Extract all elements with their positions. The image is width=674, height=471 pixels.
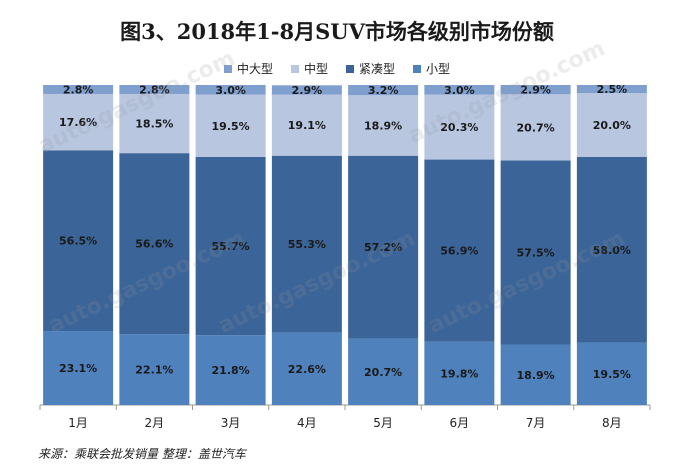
bar-segment (195, 85, 266, 95)
data-label: 18.5% (135, 118, 173, 131)
data-label: 2.8% (139, 83, 170, 96)
data-label: 23.1% (59, 362, 97, 375)
data-label: 17.6% (59, 116, 97, 129)
legend-label: 小型 (426, 62, 451, 76)
data-label: 56.6% (135, 238, 173, 251)
data-label: 56.9% (440, 245, 478, 258)
bar-segment (43, 150, 114, 332)
data-label: 3.0% (444, 84, 475, 97)
bar-segment (195, 157, 266, 336)
legend-swatch (413, 64, 422, 73)
data-label: 21.8% (212, 364, 250, 377)
data-label: 57.5% (517, 247, 555, 260)
bar-segment (424, 159, 495, 342)
legend-item: 小型 (413, 60, 450, 77)
x-tick-label: 4月 (297, 416, 317, 430)
data-label: 19.1% (288, 119, 326, 132)
chart-title: 图3、2018年1-8月SUV市场各级别市场份额 (120, 19, 554, 44)
data-label: 55.3% (288, 238, 326, 251)
legend-label: 中大型 (236, 62, 273, 76)
data-label: 2.5% (597, 83, 628, 96)
bar-segment (271, 85, 342, 95)
bar-segment (195, 94, 266, 157)
bar-segment (348, 95, 419, 156)
data-label: 18.9% (364, 119, 402, 132)
bar-segment (271, 155, 342, 333)
source-note: 来源：乘联会批发销量 整理：盖世汽车 (38, 447, 246, 461)
bar-segment (195, 335, 266, 405)
data-label: 22.1% (135, 364, 173, 377)
bar-segment (576, 157, 647, 343)
data-label: 18.9% (517, 369, 555, 382)
legend: 中大型 中型 紧凑型 小型 (0, 60, 674, 77)
bar-segment (271, 94, 342, 156)
bar-segment (500, 344, 571, 405)
x-tick-label: 8月 (602, 416, 622, 430)
data-label: 3.2% (368, 84, 399, 97)
bar-segment (500, 160, 571, 345)
legend-item: 紧凑型 (346, 60, 395, 77)
data-label: 2.9% (292, 84, 323, 97)
legend-label: 中型 (303, 62, 328, 76)
bar-segment (348, 338, 419, 405)
x-tick-label: 1月 (68, 416, 88, 430)
bar-segment (43, 331, 114, 405)
bar-segment (271, 332, 342, 405)
data-label: 58.0% (593, 244, 631, 257)
bar-segment (500, 94, 571, 161)
bar-segment (119, 334, 190, 405)
bar-segment (43, 85, 114, 94)
data-label: 20.7% (364, 366, 402, 379)
data-label: 19.5% (212, 120, 250, 133)
data-label: 22.6% (288, 363, 326, 376)
data-label: 56.5% (59, 235, 97, 248)
x-tick-label: 7月 (526, 416, 546, 430)
bar-segment (119, 93, 190, 154)
data-label: 20.0% (593, 119, 631, 132)
data-label: 20.7% (517, 121, 555, 134)
bar-segment (424, 341, 495, 405)
bar-segment (576, 342, 647, 405)
legend-swatch (346, 64, 354, 73)
x-tick-label: 5月 (373, 416, 393, 430)
legend-item: 中大型 (223, 60, 273, 77)
bar-segment (576, 85, 647, 93)
legend-swatch (223, 64, 232, 73)
data-label: 55.7% (212, 240, 250, 253)
data-label: 19.8% (440, 367, 478, 380)
data-label: 57.2% (364, 241, 402, 254)
legend-swatch (290, 64, 299, 73)
x-tick-label: 3月 (221, 416, 241, 430)
bar-segment (348, 85, 419, 96)
data-label: 20.3% (440, 121, 478, 134)
data-label: 19.5% (593, 368, 631, 381)
legend-item: 中型 (290, 60, 328, 77)
x-tick-label: 6月 (450, 416, 470, 430)
data-label: 3.0% (215, 84, 246, 97)
bar-segment (119, 85, 190, 94)
bar-segment (424, 94, 495, 160)
bar-segment (576, 93, 647, 157)
legend-label: 紧凑型 (359, 62, 396, 76)
bar-segment (348, 155, 419, 339)
bar-segment (43, 93, 114, 151)
data-label: 2.9% (520, 84, 551, 97)
x-tick-label: 2月 (145, 416, 165, 430)
bar-segment (119, 153, 190, 335)
bar-segment (424, 85, 495, 95)
data-label: 2.8% (63, 83, 94, 96)
bar-segment (500, 85, 571, 95)
